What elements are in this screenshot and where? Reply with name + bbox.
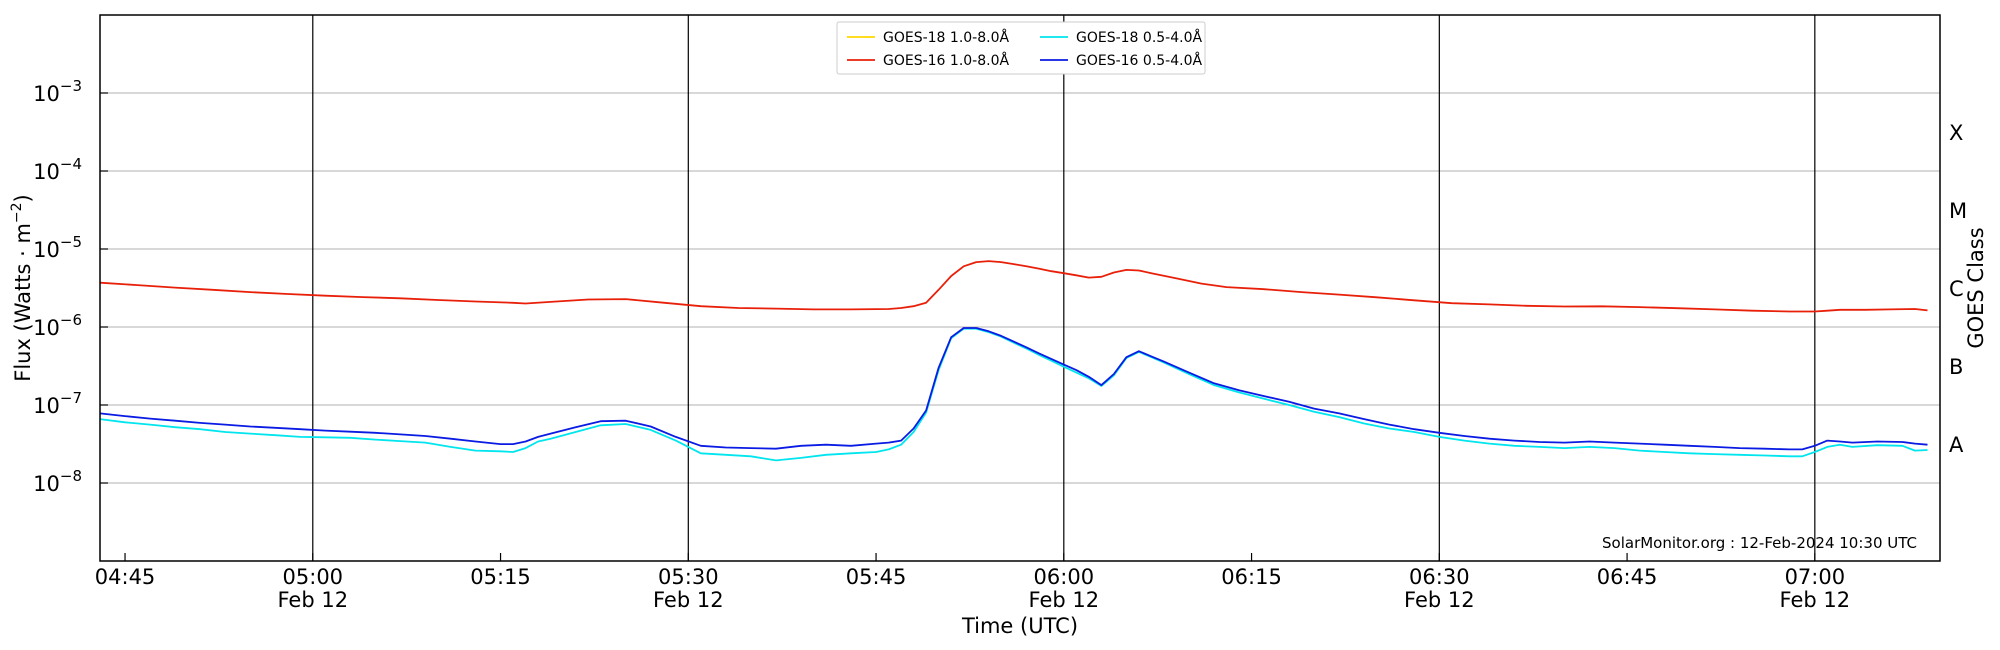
series-line [99, 327, 1928, 451]
x-tick-date-label: Feb 12 [1780, 588, 1851, 612]
y-tick-label: 10−8 [33, 467, 82, 496]
x-tick-label: 07:00 [1785, 565, 1846, 589]
y-axis-ticks: 10−8 10−7 10−6 10−5 10−4 10−3 [33, 77, 108, 496]
legend-entry-label: GOES-16 1.0-8.0Å [883, 52, 1009, 69]
goes-class-label: X [1949, 121, 1963, 145]
x-tick-date-label: Feb 12 [278, 588, 349, 612]
y-tick-label: 10−4 [33, 155, 82, 184]
goes-class-axis-label: GOES Class [1964, 227, 1988, 348]
legend: GOES-18 1.0-8.0Å GOES-16 1.0-8.0Å GOES-18 … [836, 21, 1206, 75]
goes-class-label: M [1949, 199, 1967, 223]
goes-class-label: B [1949, 355, 1963, 379]
legend-entry-label: GOES-18 0.5-4.0Å [1076, 29, 1202, 46]
x-tick-label: 05:30 [658, 565, 719, 589]
y-tick-label: 10−5 [33, 233, 82, 262]
y-tick-label: 10−6 [33, 311, 82, 340]
legend-entry-label: GOES-18 1.0-8.0Å [883, 29, 1009, 46]
x-tick-label: 05:45 [846, 565, 907, 589]
y-tick-label: 10−7 [33, 389, 82, 418]
y-axis-label-suffix: ) [11, 194, 35, 202]
goes-class-label: A [1949, 433, 1964, 457]
x-axis-label: Time (UTC) [961, 614, 1078, 638]
x-tick-date-label: Feb 12 [653, 588, 724, 612]
x-tick-label: 04:45 [95, 565, 156, 589]
goes-class-labels: A B C M X [1949, 121, 1967, 457]
x-tick-label: 05:00 [283, 565, 344, 589]
x-tick-label: 06:45 [1597, 565, 1658, 589]
credit-text: SolarMonitor.org : 12-Feb-2024 10:30 UTC [1602, 534, 1917, 552]
plot-frame [99, 14, 1941, 562]
series-layer [99, 260, 1928, 462]
series-line [99, 327, 1928, 462]
y-axis-label-sup: −2 [9, 202, 25, 223]
x-tick-date-label: Feb 12 [1029, 588, 1100, 612]
day-lines-layer [312, 15, 1816, 561]
x-tick-label: 06:30 [1409, 565, 1470, 589]
x-tick-label: 06:00 [1034, 565, 1095, 589]
goes-class-label: C [1949, 277, 1964, 301]
series-line [99, 260, 1928, 313]
x-tick-label: 06:15 [1221, 565, 1282, 589]
grid-layer [100, 92, 1940, 484]
y-axis-label: Flux (Watts · m−2) [9, 194, 35, 382]
y-axis-label-prefix: Flux (Watts · m [11, 223, 35, 382]
x-tick-label: 05:15 [470, 565, 531, 589]
legend-entry-label: GOES-16 0.5-4.0Å [1076, 52, 1202, 69]
y-tick-label: 10−3 [33, 77, 82, 106]
x-tick-date-label: Feb 12 [1404, 588, 1475, 612]
legend-box [836, 21, 1206, 75]
